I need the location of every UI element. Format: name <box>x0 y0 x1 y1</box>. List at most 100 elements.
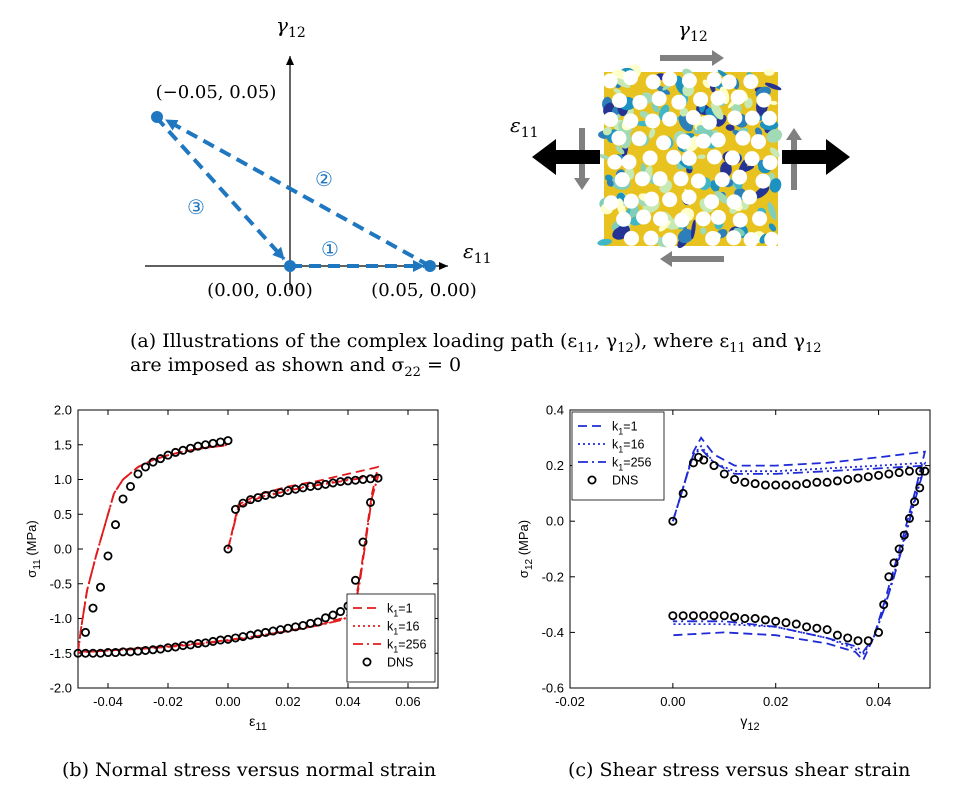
y-tick-label: -1.0 <box>50 611 72 626</box>
microstructure-patch <box>690 219 696 240</box>
microstructure-patch <box>769 178 782 193</box>
dns-data-point <box>771 480 781 490</box>
x-axis-label: γ12 <box>740 713 759 733</box>
dns-data-point <box>853 473 863 483</box>
caption-a-line1: (a) Illustrations of the complex loading… <box>130 330 822 356</box>
loading-path-diagram: ① ② ③ (−0.05, 0.05) (0.00, 0.00) (0.05, … <box>145 13 850 301</box>
dns-data-point <box>904 466 914 476</box>
dns-data-point <box>719 611 729 621</box>
dns-data-point <box>365 497 375 507</box>
microstructure-patch <box>648 128 656 139</box>
dns-data-point <box>148 457 158 467</box>
y-tick-label: 0.5 <box>54 507 72 522</box>
microstructure-patch <box>754 127 763 137</box>
microstructure-fiber <box>706 149 722 165</box>
legend-box <box>571 411 665 501</box>
microstructure-patch <box>679 107 689 117</box>
microstructure-patch <box>679 160 693 170</box>
dns-data-point <box>335 607 345 617</box>
dns-data-point <box>709 461 719 471</box>
dns-data-point <box>668 611 678 621</box>
microstructure-fiber <box>761 110 777 126</box>
x-tick-label: 0.00 <box>215 694 240 709</box>
y-tick-label: 0.4 <box>546 403 564 418</box>
dns-data-point <box>802 479 812 489</box>
caption-c: (c) Shear stress versus shear strain <box>568 759 911 781</box>
dns-data-point <box>832 630 842 640</box>
dns-data-point <box>740 613 750 623</box>
legend-label: k1=16 <box>387 620 420 637</box>
microstructure-fiber <box>656 135 672 151</box>
dns-data-point <box>688 611 698 621</box>
dns-data-point <box>894 468 904 478</box>
microstructure-fiber <box>681 189 697 205</box>
dns-data-point <box>915 466 925 476</box>
microstructure-patch <box>604 174 613 182</box>
microstructure-fiber <box>693 91 709 107</box>
microstructure-patch <box>606 179 614 187</box>
microstructure-fiber <box>662 111 678 127</box>
dns-data-point <box>688 458 698 468</box>
microstructure-fiber <box>632 94 648 110</box>
dns-data-point <box>350 575 360 585</box>
legend-label: DNS <box>387 656 413 670</box>
series-line-dot <box>78 443 380 654</box>
dns-data-point <box>802 622 812 632</box>
x-tick-label: 0.00 <box>660 694 685 709</box>
microstructure-fiber <box>764 231 780 247</box>
dns-data-point <box>111 520 121 530</box>
dns-data-point <box>699 455 709 465</box>
dns-data-point <box>781 618 791 628</box>
microstructure-fiber <box>732 169 748 185</box>
micro-g12-label: γ12 <box>678 17 708 45</box>
y-axis-label: σ11 (MPa) <box>24 520 43 577</box>
microstructure-patch <box>754 185 770 199</box>
caption-a-line2: are imposed as shown and σ22 = 0 <box>130 354 462 380</box>
microstructure-fiber <box>623 230 639 246</box>
microstructure-fiber <box>735 130 751 146</box>
dns-data-point <box>874 627 884 637</box>
microstructure-fiber <box>756 92 772 108</box>
point-label-origin: (0.00, 0.00) <box>207 280 313 301</box>
dns-data-point <box>709 611 719 621</box>
microstructure-fiber <box>623 113 639 129</box>
x-tick-label: 0.04 <box>866 694 891 709</box>
microstructure-fiber <box>710 132 726 148</box>
dns-data-point <box>822 477 832 487</box>
microstructure-fiber <box>695 211 711 227</box>
tension-arrow-right <box>782 139 850 175</box>
microstructure-fiber <box>645 113 661 129</box>
microstructure-fiber <box>705 230 721 246</box>
microstructure-fiber <box>714 172 730 188</box>
legend-marker <box>362 657 372 667</box>
dns-data-point <box>863 472 873 482</box>
dns-data-point <box>730 475 740 485</box>
microstructure-patch <box>598 154 610 160</box>
microstructure-fiber <box>623 70 639 86</box>
x-tick-label: 0.06 <box>395 694 420 709</box>
microstructure-fiber <box>634 171 650 187</box>
microstructure-fiber <box>645 74 661 90</box>
legend-label: DNS <box>612 474 638 488</box>
microstructure-fiber <box>621 154 637 170</box>
dns-data-point <box>699 611 709 621</box>
microstructure-fiber <box>644 191 660 207</box>
dns-data-point <box>230 504 240 514</box>
dns-data-point <box>678 611 688 621</box>
dns-data-point <box>118 494 128 504</box>
x-tick-label: -0.02 <box>153 694 183 709</box>
dns-data-point <box>760 480 770 490</box>
y-tick-label: -0.2 <box>542 569 564 584</box>
microstructure-fiber <box>706 72 722 88</box>
microstructure-patch <box>710 102 724 120</box>
tension-arrow-left <box>532 139 600 175</box>
point-label-end: (0.05, 0.00) <box>371 280 477 301</box>
dns-data-point <box>771 616 781 626</box>
microstructure-patch <box>768 223 777 232</box>
dns-data-point <box>750 479 760 489</box>
dns-data-point <box>155 454 165 464</box>
microstructure-fiber <box>651 91 667 107</box>
x-tick-label: -0.04 <box>93 694 123 709</box>
series-line-dashdot <box>672 447 927 654</box>
